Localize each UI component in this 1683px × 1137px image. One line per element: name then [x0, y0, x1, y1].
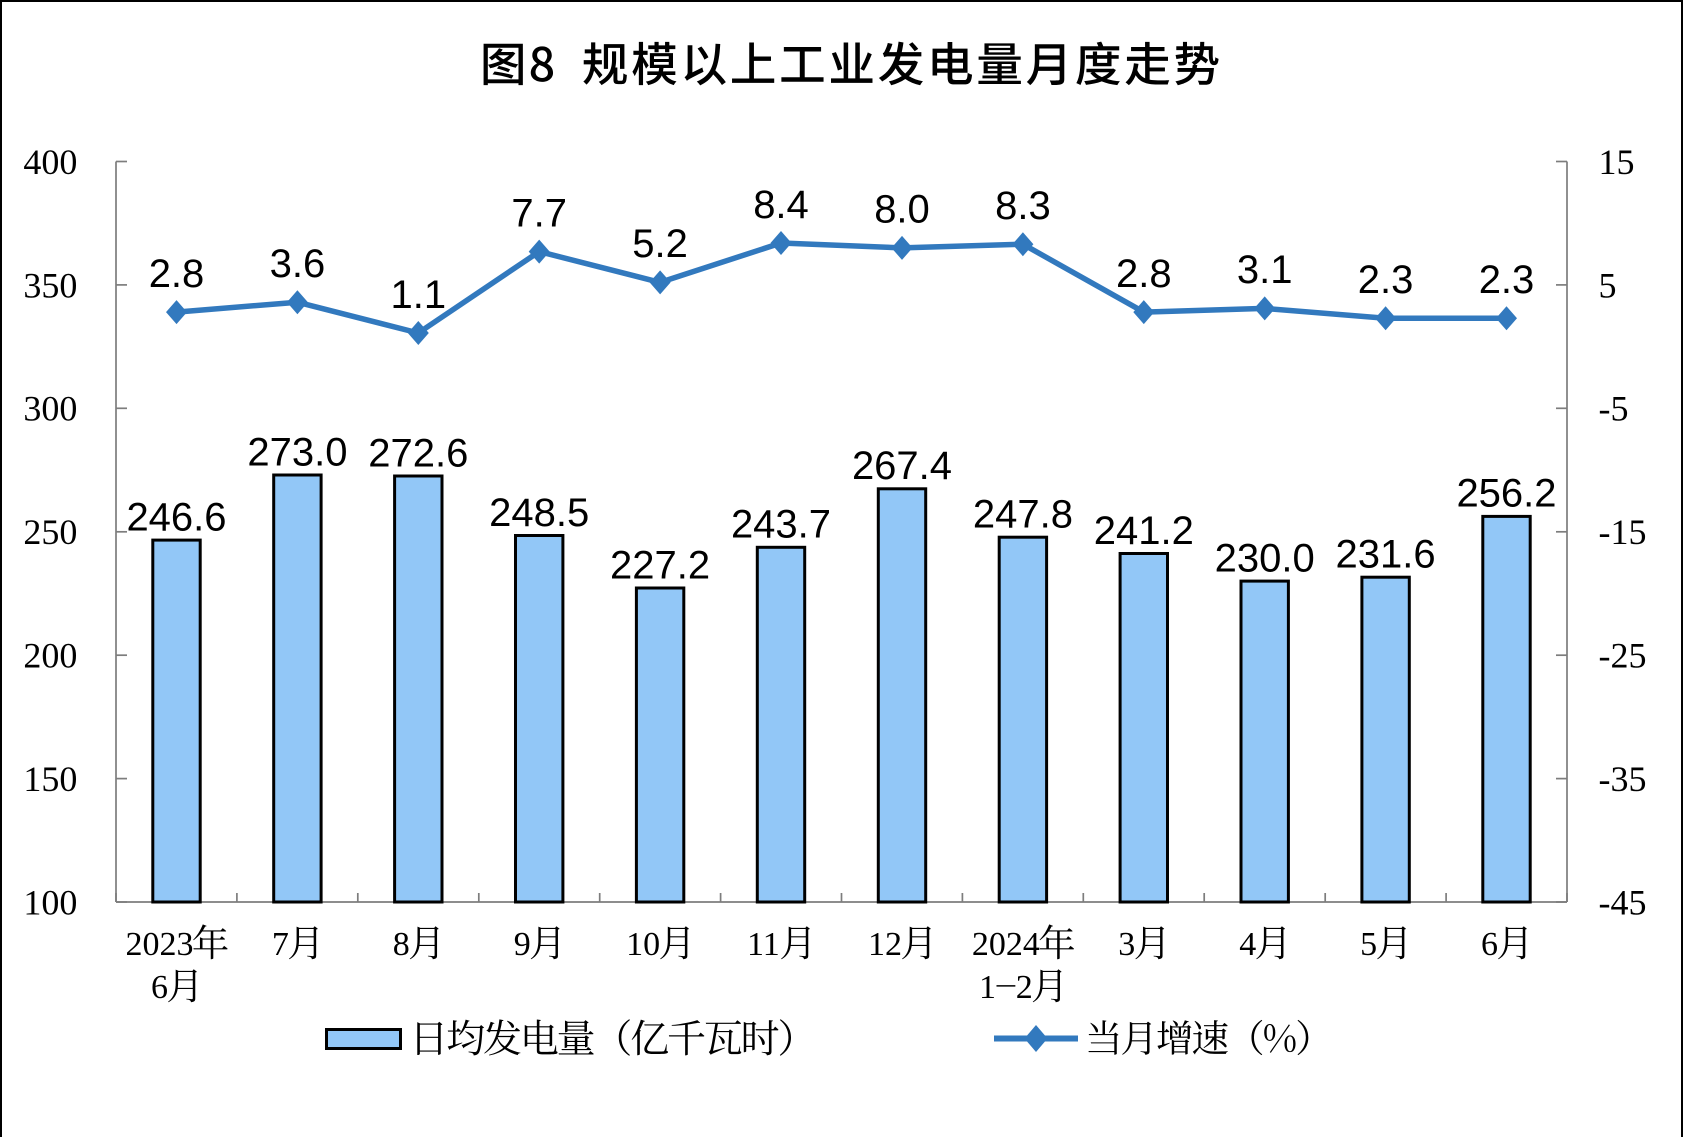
svg-text:8: 8	[393, 926, 410, 963]
svg-text:350: 350	[23, 265, 77, 305]
svg-text:6: 6	[1481, 926, 1498, 963]
svg-text:-15: -15	[1599, 512, 1647, 552]
svg-text:272.6: 272.6	[368, 431, 468, 475]
svg-text:12: 12	[868, 926, 902, 963]
svg-text:273.0: 273.0	[247, 430, 347, 474]
svg-text:200: 200	[23, 636, 77, 676]
svg-text:227.2: 227.2	[610, 543, 710, 587]
svg-text:248.5: 248.5	[489, 491, 589, 535]
svg-text:241.2: 241.2	[1094, 509, 1194, 553]
svg-text:230.0: 230.0	[1215, 536, 1315, 580]
svg-text:100: 100	[23, 882, 77, 922]
svg-text:6: 6	[151, 969, 168, 1006]
svg-text:2024: 2024	[972, 926, 1040, 963]
svg-text:-5: -5	[1599, 389, 1629, 429]
svg-text:5: 5	[1360, 926, 1377, 963]
svg-text:246.6: 246.6	[126, 495, 226, 539]
svg-text:2023: 2023	[126, 926, 194, 963]
svg-text:7: 7	[272, 926, 289, 963]
svg-text:4: 4	[1239, 926, 1256, 963]
svg-text:400: 400	[23, 142, 77, 182]
svg-text:247.8: 247.8	[973, 493, 1073, 537]
svg-text:-25: -25	[1599, 636, 1647, 676]
svg-text:-35: -35	[1599, 759, 1647, 799]
svg-text:256.2: 256.2	[1456, 472, 1556, 516]
svg-text:300: 300	[23, 389, 77, 429]
svg-text:7.7: 7.7	[511, 191, 567, 235]
svg-text:1.1: 1.1	[390, 273, 446, 317]
svg-text:8.0: 8.0	[874, 188, 930, 232]
svg-text:15: 15	[1599, 142, 1635, 182]
svg-text:231.6: 231.6	[1336, 533, 1436, 577]
svg-text:5: 5	[1599, 265, 1617, 305]
svg-text:-45: -45	[1599, 882, 1647, 922]
svg-text:11: 11	[747, 926, 780, 963]
svg-text:1: 1	[979, 969, 996, 1006]
svg-text:3: 3	[1118, 926, 1135, 963]
svg-text:2.3: 2.3	[1479, 258, 1535, 302]
svg-text:2: 2	[1016, 969, 1033, 1006]
svg-text:243.7: 243.7	[731, 503, 831, 547]
svg-text:150: 150	[23, 759, 77, 799]
svg-text:2.3: 2.3	[1358, 258, 1414, 302]
svg-text:10: 10	[626, 926, 660, 963]
svg-text:267.4: 267.4	[852, 444, 952, 488]
svg-text:250: 250	[23, 512, 77, 552]
svg-text:9: 9	[514, 926, 531, 963]
svg-text:2.8: 2.8	[1116, 252, 1172, 296]
svg-text:2.8: 2.8	[149, 252, 205, 296]
svg-text:8.3: 8.3	[995, 184, 1051, 228]
svg-text:3.6: 3.6	[270, 242, 326, 286]
svg-text:8.4: 8.4	[753, 183, 809, 227]
svg-text:5.2: 5.2	[632, 222, 688, 266]
svg-text:3.1: 3.1	[1237, 248, 1293, 292]
